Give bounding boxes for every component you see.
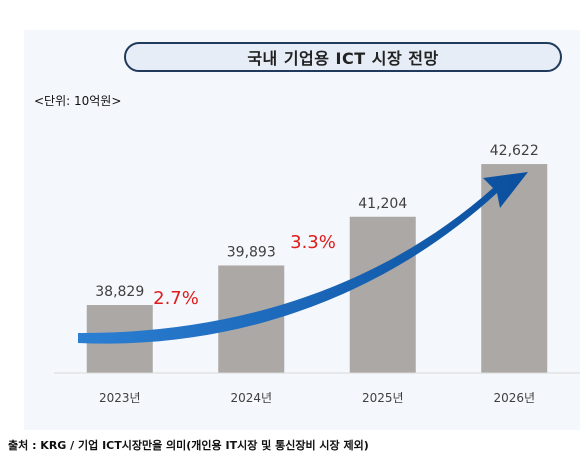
bar-3 (349, 216, 416, 373)
x-tick-label-3: 2025년 (362, 391, 404, 405)
x-tick-label-1: 2023년 (99, 391, 141, 405)
x-tick-label-2: 2024년 (230, 391, 272, 405)
value-label-1: 38,829 (95, 284, 144, 300)
chart-title-box: 국내 기업용 ICT 시장 전망 (124, 42, 562, 72)
growth-rate-label-2: 3.3% (290, 232, 336, 253)
x-tick-label-4: 2026년 (493, 391, 535, 405)
chart-title: 국내 기업용 ICT 시장 전망 (247, 49, 439, 68)
value-label-2: 39,893 (227, 244, 276, 260)
value-label-4: 42,622 (490, 143, 539, 159)
source-note: 출처 : KRG / 기업 ICT시장만을 의미(개인용 IT시장 및 통신장비… (8, 439, 369, 452)
growth-rate-label-1: 2.7% (153, 288, 199, 309)
unit-label: <단위: 10억원> (34, 94, 122, 108)
growth-trend-arrow (78, 172, 528, 344)
value-label-3: 41,204 (358, 196, 407, 212)
bar-4 (481, 164, 548, 373)
